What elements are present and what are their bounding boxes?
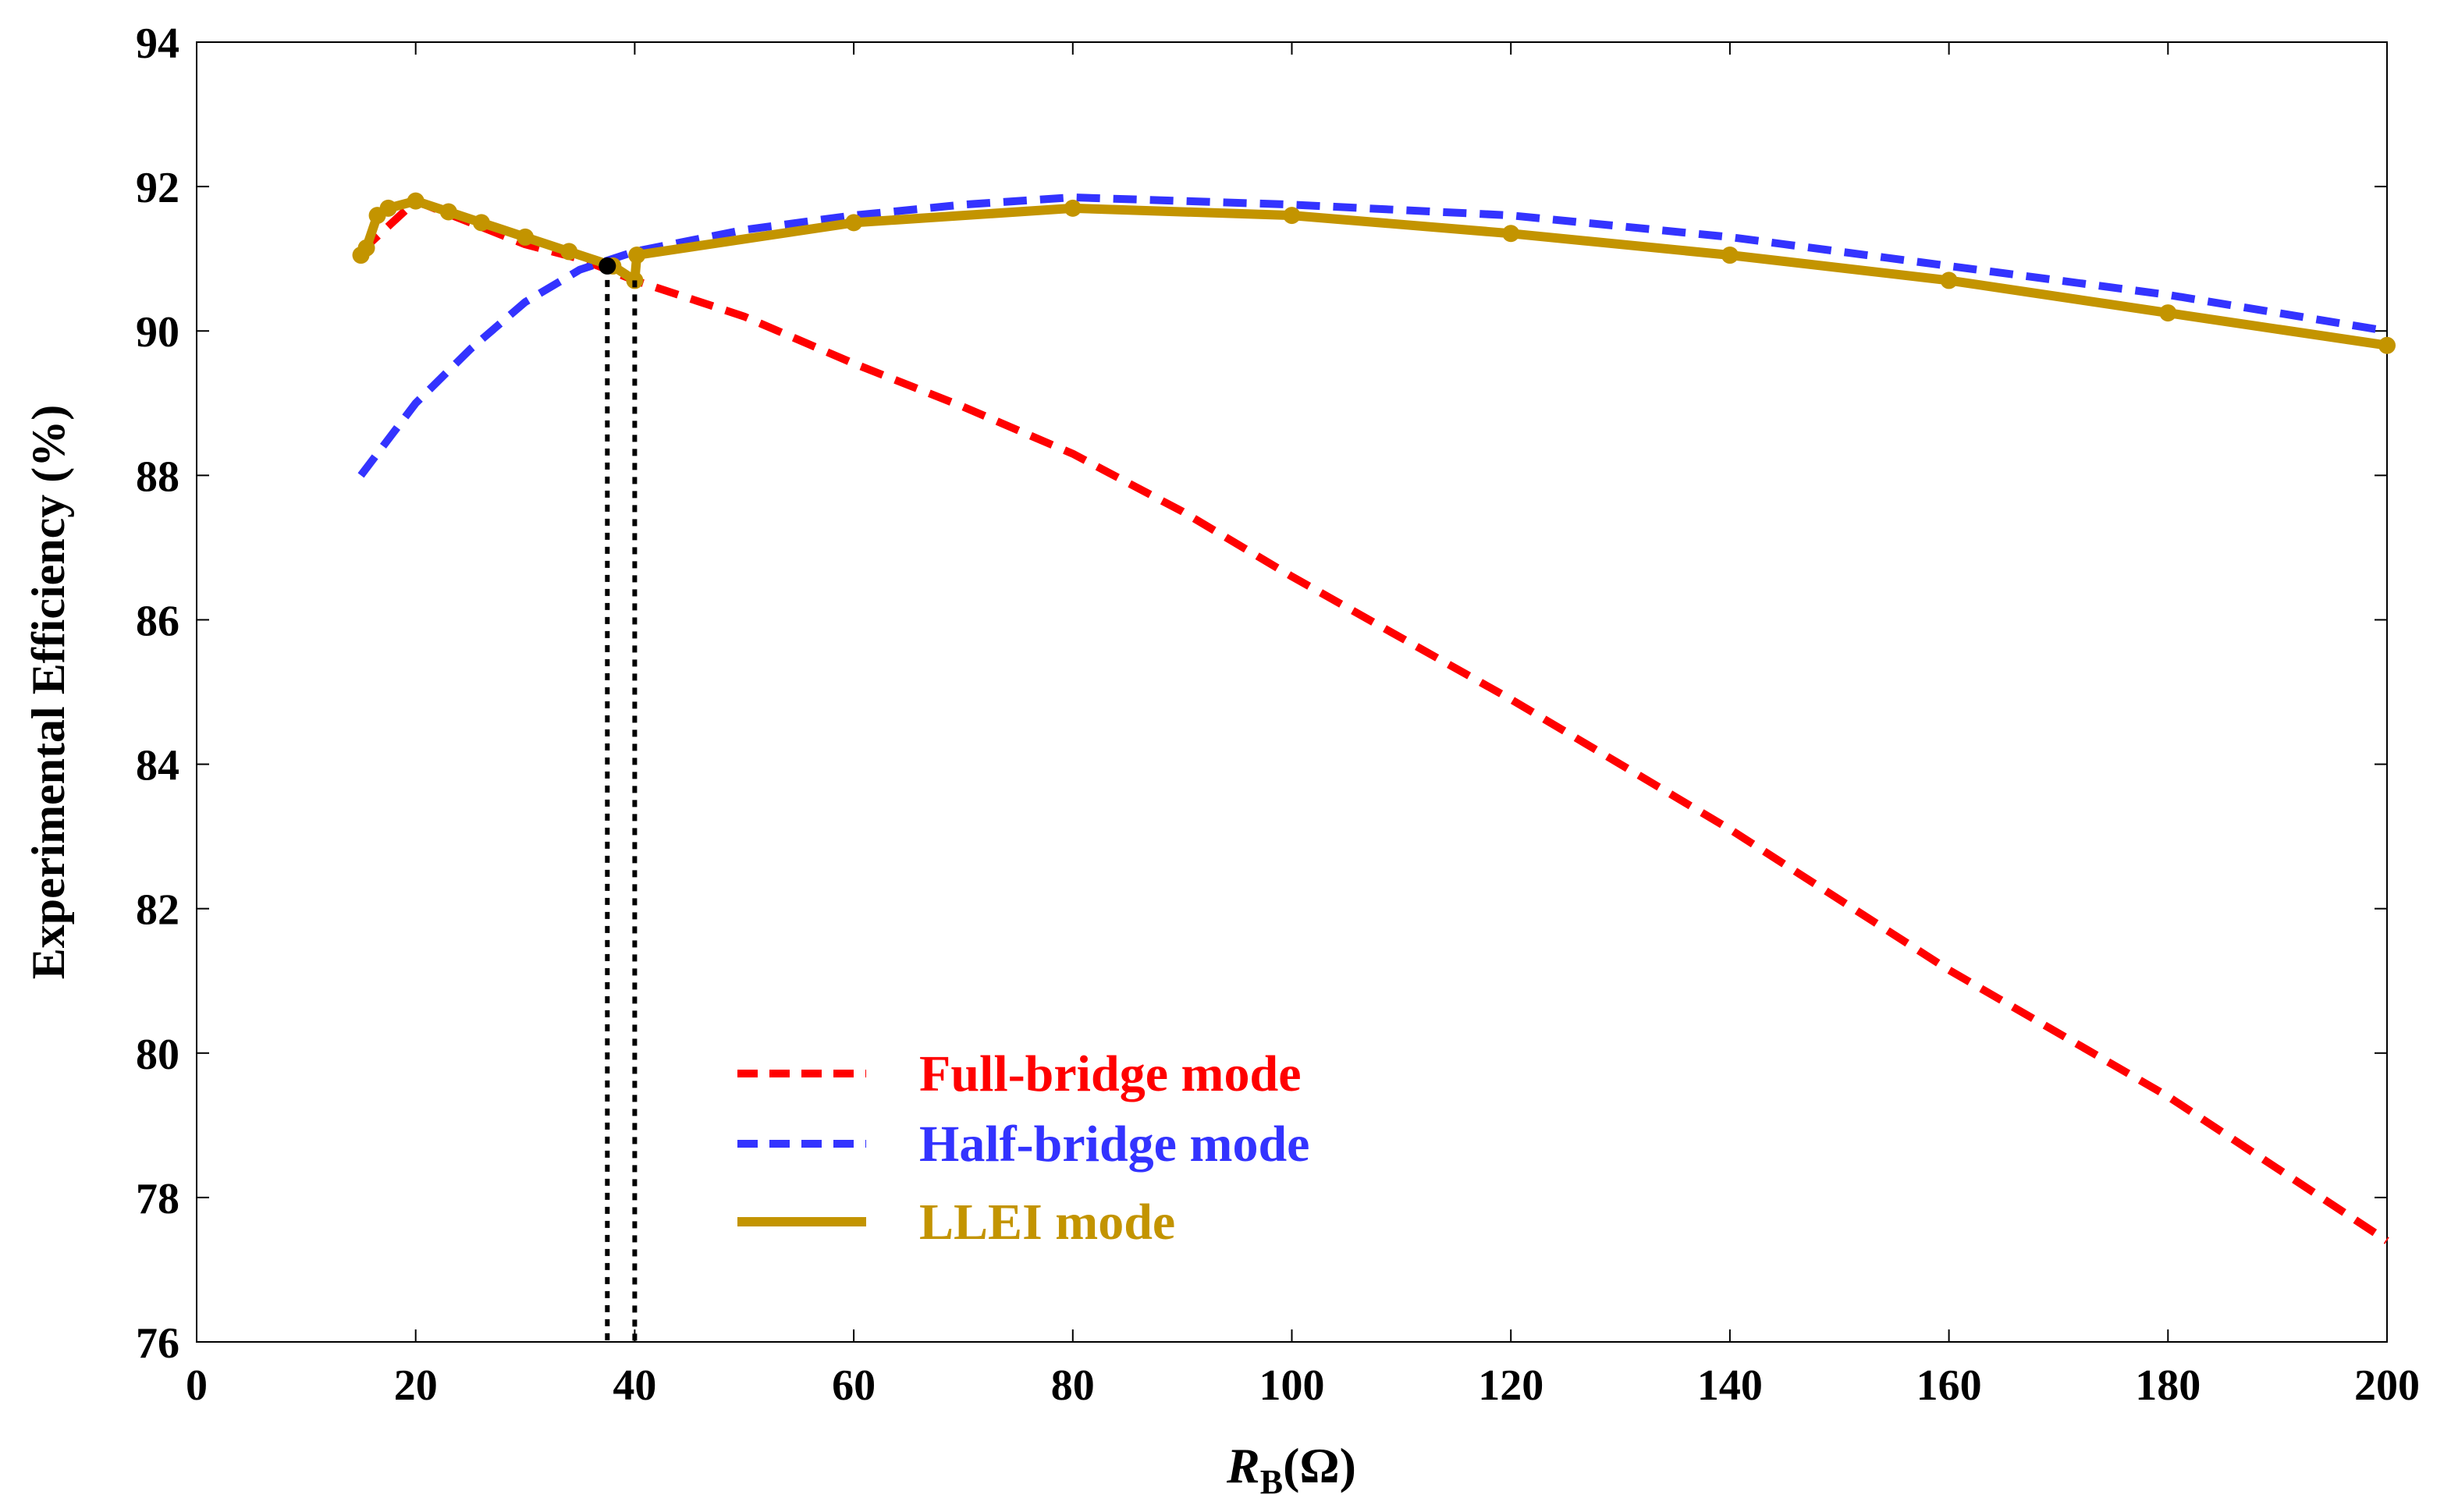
data-point-llei-mode	[439, 203, 457, 221]
x-tick-label: 180	[2135, 1361, 2201, 1410]
y-tick-label: 92	[136, 164, 179, 212]
data-point-llei-mode	[357, 239, 375, 257]
x-tick-label: 120	[1478, 1361, 1543, 1410]
data-point-llei-mode	[845, 214, 863, 232]
y-tick-label: 84	[136, 742, 179, 790]
x-tick-label: 200	[2354, 1361, 2420, 1410]
x-axis-label: RB(Ω)	[1226, 1438, 1356, 1501]
legend-item-half-bridge: Half-bridge mode	[737, 1116, 1309, 1173]
x-axis-label-subscript: B	[1260, 1463, 1283, 1501]
y-tick-label: 86	[136, 597, 179, 645]
data-point-llei-mode	[628, 247, 646, 264]
data-point-llei-mode	[1064, 199, 1082, 217]
annotation-layer	[599, 257, 638, 1342]
data-point-llei-mode	[2378, 336, 2396, 354]
y-tick-label: 76	[136, 1319, 179, 1368]
series-line-llei-mode	[357, 196, 2388, 350]
y-tick-label: 94	[136, 20, 179, 68]
data-point-llei-mode	[1283, 207, 1301, 225]
data-point-llei-mode	[2159, 304, 2177, 322]
y-tick-label: 82	[136, 886, 179, 935]
series-layer	[352, 192, 2396, 1244]
legend-label-full-bridge: Full-bridge mode	[919, 1045, 1302, 1102]
x-tick-label: 80	[1051, 1361, 1095, 1410]
y-axis-label: Experimental Efficiency (%)	[23, 405, 74, 980]
x-tick-label: 100	[1259, 1361, 1325, 1410]
x-tick-label: 40	[613, 1361, 656, 1410]
y-tick-label: 88	[136, 453, 179, 501]
data-point-llei-mode	[472, 214, 490, 232]
data-point-llei-mode	[407, 192, 424, 210]
data-point-llei-mode	[517, 228, 535, 246]
y-tick-label: 78	[136, 1175, 179, 1223]
series-line-full-bridge-mode	[358, 197, 2389, 1244]
x-tick-label: 140	[1697, 1361, 1763, 1410]
x-tick-label: 20	[394, 1361, 438, 1410]
x-axis-label-unit: (Ω)	[1283, 1438, 1356, 1493]
x-tick-label: 0	[186, 1361, 208, 1410]
data-point-llei-mode	[1721, 247, 1739, 264]
series-line-half-bridge-mode	[357, 193, 2388, 478]
data-point-llei-mode	[1940, 272, 1958, 289]
y-axis: 76 78 80 82 84 86 88 90 92 94	[136, 20, 2387, 1368]
legend: Full-bridge mode Half-bridge mode LLEI m…	[737, 1045, 1309, 1251]
legend-label-half-bridge: Half-bridge mode	[919, 1116, 1309, 1173]
x-axis: 0 20 40 60 80 100 120 140 160 180 200	[186, 42, 2420, 1410]
x-axis-label-variable: R	[1226, 1438, 1260, 1493]
legend-item-llei: LLEI mode	[737, 1194, 1175, 1251]
y-tick-label: 90	[136, 308, 179, 357]
x-tick-label: 160	[1916, 1361, 1982, 1410]
legend-item-full-bridge: Full-bridge mode	[737, 1045, 1302, 1102]
data-point-llei-mode	[1502, 225, 1520, 243]
legend-label-llei: LLEI mode	[919, 1194, 1175, 1251]
crossover-point	[599, 257, 616, 275]
y-tick-label: 80	[136, 1031, 179, 1079]
data-point-llei-mode	[379, 199, 397, 217]
x-tick-label: 60	[832, 1361, 876, 1410]
data-point-llei-mode	[560, 243, 578, 261]
